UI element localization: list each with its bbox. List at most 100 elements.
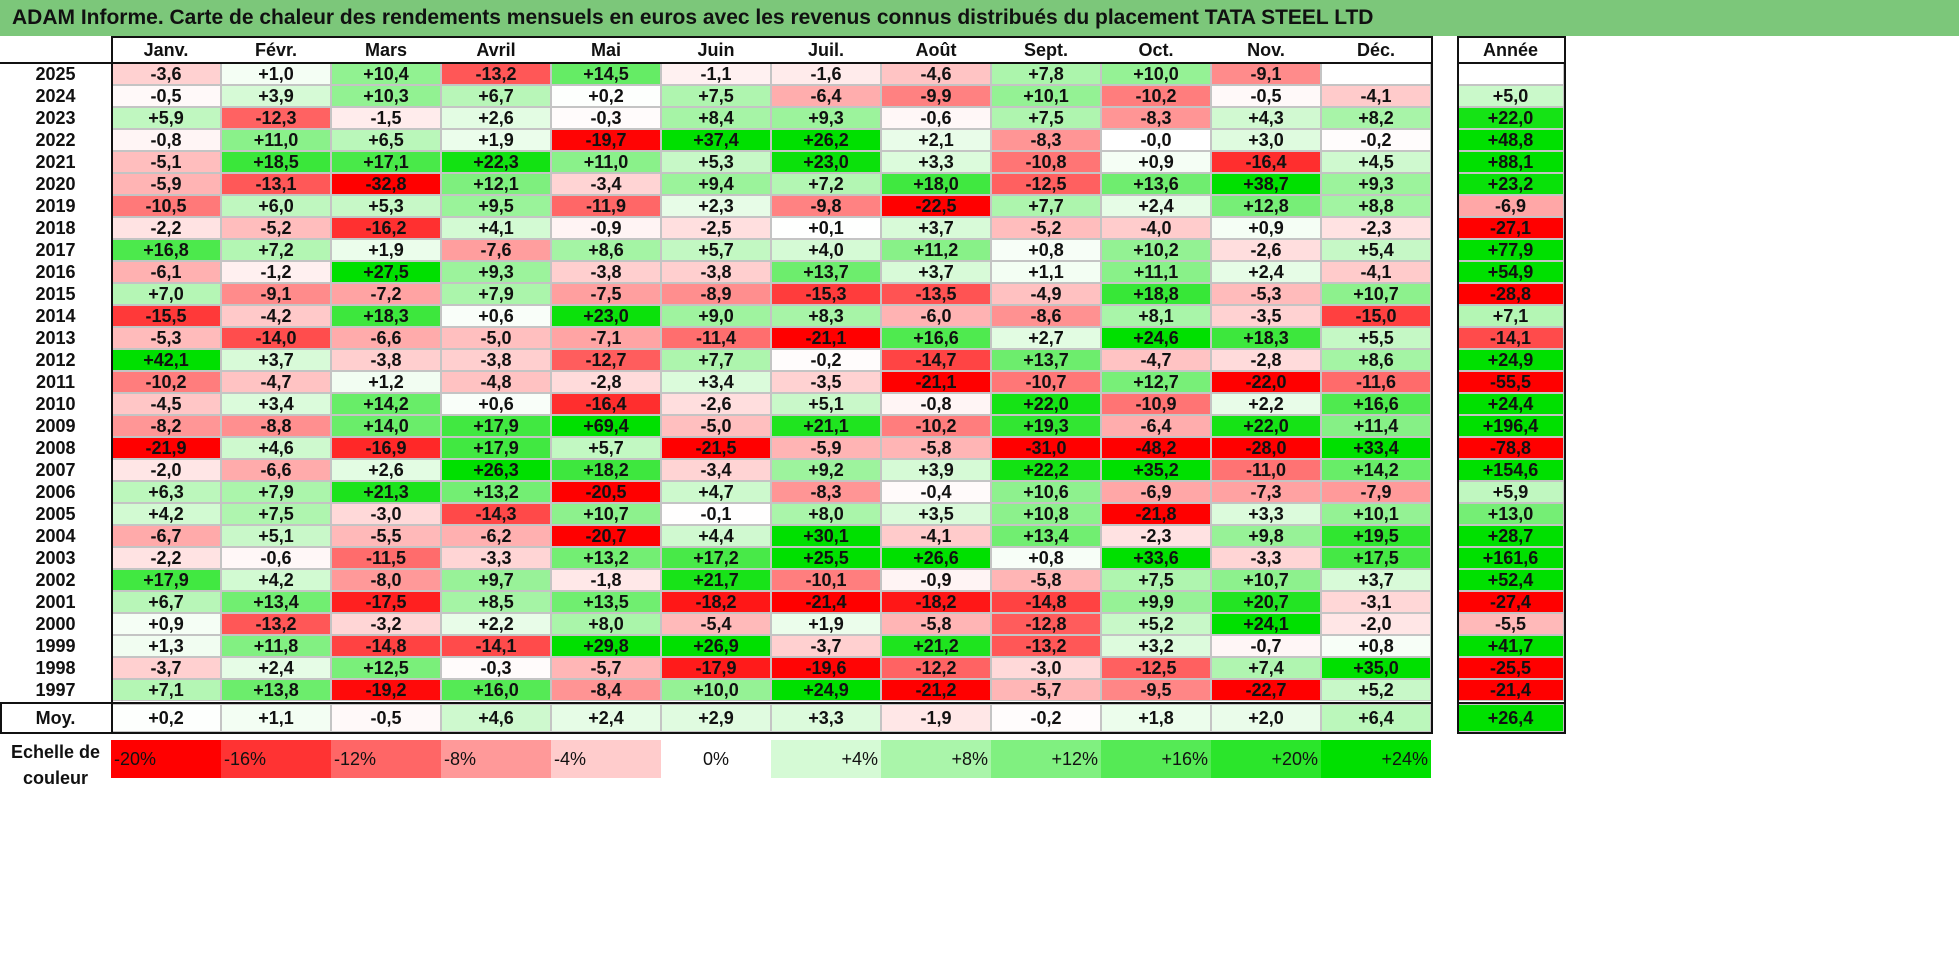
heatmap-cell: -2,0 [111,459,221,481]
year-label: 2008 [35,438,76,458]
heatmap-cell: +35,2 [1101,459,1211,481]
heatmap-cell: +1,2 [331,371,441,393]
average-cell: +1,8 [1101,704,1211,732]
heatmap-cell: +9,7 [441,569,551,591]
color-scale-step: +4% [771,740,881,778]
annual-cell: +5,0 [1457,85,1564,107]
heatmap-cell: -10,1 [771,569,881,591]
heatmap-cell: -2,2 [111,547,221,569]
annual-cell: +196,4 [1457,415,1564,437]
heatmap-cell: -18,2 [661,591,771,613]
heatmap-cell: -4,5 [111,393,221,415]
heatmap-cell: +2,4 [1101,195,1211,217]
heatmap-cell: +8,6 [551,239,661,261]
average-cell: +6,4 [1321,704,1431,732]
heatmap-cell: +3,7 [221,349,331,371]
heatmap-cell: -0,8 [881,393,991,415]
heatmap-cell: +10,6 [991,481,1101,503]
year-label: 1997 [35,680,76,700]
heatmap-cell: +29,8 [551,635,661,657]
annual-cell: +24,9 [1457,349,1564,371]
heatmap-cell: +22,3 [441,151,551,173]
heatmap-cell: -5,4 [661,613,771,635]
year-label: 2012 [35,350,76,370]
heatmap-cell: +8,2 [1321,107,1431,129]
heatmap-cell: -4,6 [881,63,991,85]
heatmap-cell: -1,5 [331,107,441,129]
heatmap-cell: -15,3 [771,283,881,305]
heatmap-cell: +5,4 [1321,239,1431,261]
heatmap-cell: +0,6 [441,305,551,327]
heatmap-cell: +26,6 [881,547,991,569]
heatmap-cell: +10,8 [991,503,1101,525]
heatmap-cell: -2,0 [1321,613,1431,635]
heatmap-cell: -1,6 [771,63,881,85]
heatmap-cell: -4,7 [1101,349,1211,371]
heatmap-cell: -21,5 [661,437,771,459]
heatmap-cell: -9,5 [1101,679,1211,701]
heatmap-cell: +22,0 [991,393,1101,415]
color-scale-step: +16% [1101,740,1211,778]
heatmap-cell: +5,1 [771,393,881,415]
heatmap-cell: +6,7 [111,591,221,613]
heatmap-cell: -1,2 [221,261,331,283]
heatmap-cell: -5,3 [111,327,221,349]
year-label: 1999 [35,636,76,656]
annual-cell: +23,2 [1457,173,1564,195]
heatmap-cell: +24,1 [1211,613,1321,635]
heatmap-cell: -18,2 [881,591,991,613]
annual-cell: +154,6 [1457,459,1564,481]
annual-cell: +77,9 [1457,239,1564,261]
heatmap-cell: -13,5 [881,283,991,305]
heatmap-cell: -4,9 [991,283,1101,305]
heatmap-cell: -9,9 [881,85,991,107]
average-cell: +2,4 [551,704,661,732]
heatmap-cell: +7,0 [111,283,221,305]
heatmap-cell: +6,3 [111,481,221,503]
heatmap-cell: +26,3 [441,459,551,481]
year-label: 2003 [35,548,76,568]
heatmap-cell: +13,7 [991,349,1101,371]
year-label: 2002 [35,570,76,590]
heatmap-cell: +9,5 [441,195,551,217]
heatmap-cell: -0,9 [551,217,661,239]
heatmap-cell: -3,5 [1211,305,1321,327]
heatmap-cell: +10,7 [1211,569,1321,591]
heatmap-cell: +8,6 [1321,349,1431,371]
heatmap-cell: +33,4 [1321,437,1431,459]
heatmap-cell: -5,8 [881,613,991,635]
heatmap-cell: -0,0 [1101,129,1211,151]
month-header: Mars [364,40,408,60]
heatmap-cell: -5,8 [991,569,1101,591]
heatmap-cell: -3,0 [331,503,441,525]
heatmap-cell: +17,1 [331,151,441,173]
heatmap-cell: -10,2 [111,371,221,393]
heatmap-cell: -7,3 [1211,481,1321,503]
heatmap-cell: -2,2 [111,217,221,239]
annual-cell: -28,8 [1457,283,1564,305]
heatmap-cell: -11,0 [1211,459,1321,481]
heatmap-cell: -11,9 [551,195,661,217]
month-header: Mai [590,40,621,60]
heatmap-cell: +10,3 [331,85,441,107]
heatmap-cell: +2,1 [881,129,991,151]
heatmap-cell: +5,1 [221,525,331,547]
heatmap-cell: +2,4 [1211,261,1321,283]
color-scale-step: +8% [881,740,991,778]
heatmap-cell: +24,9 [771,679,881,701]
heatmap-cell: -0,6 [221,547,331,569]
average-cell: +2,0 [1211,704,1321,732]
average-cell: -0,5 [331,704,441,732]
heatmap-cell: +6,0 [221,195,331,217]
heatmap-cell: +3,9 [881,459,991,481]
heatmap-cell: +12,7 [1101,371,1211,393]
average-cell: +1,1 [221,704,331,732]
heatmap-cell: +11,0 [551,151,661,173]
color-scale-step: +20% [1211,740,1321,778]
heatmap-cell: +0,9 [1101,151,1211,173]
heatmap-cell: -21,4 [771,591,881,613]
heatmap-cell: +10,7 [1321,283,1431,305]
heatmap-cell: +13,7 [771,261,881,283]
heatmap-cell: -6,7 [111,525,221,547]
year-label: 2011 [35,372,76,392]
